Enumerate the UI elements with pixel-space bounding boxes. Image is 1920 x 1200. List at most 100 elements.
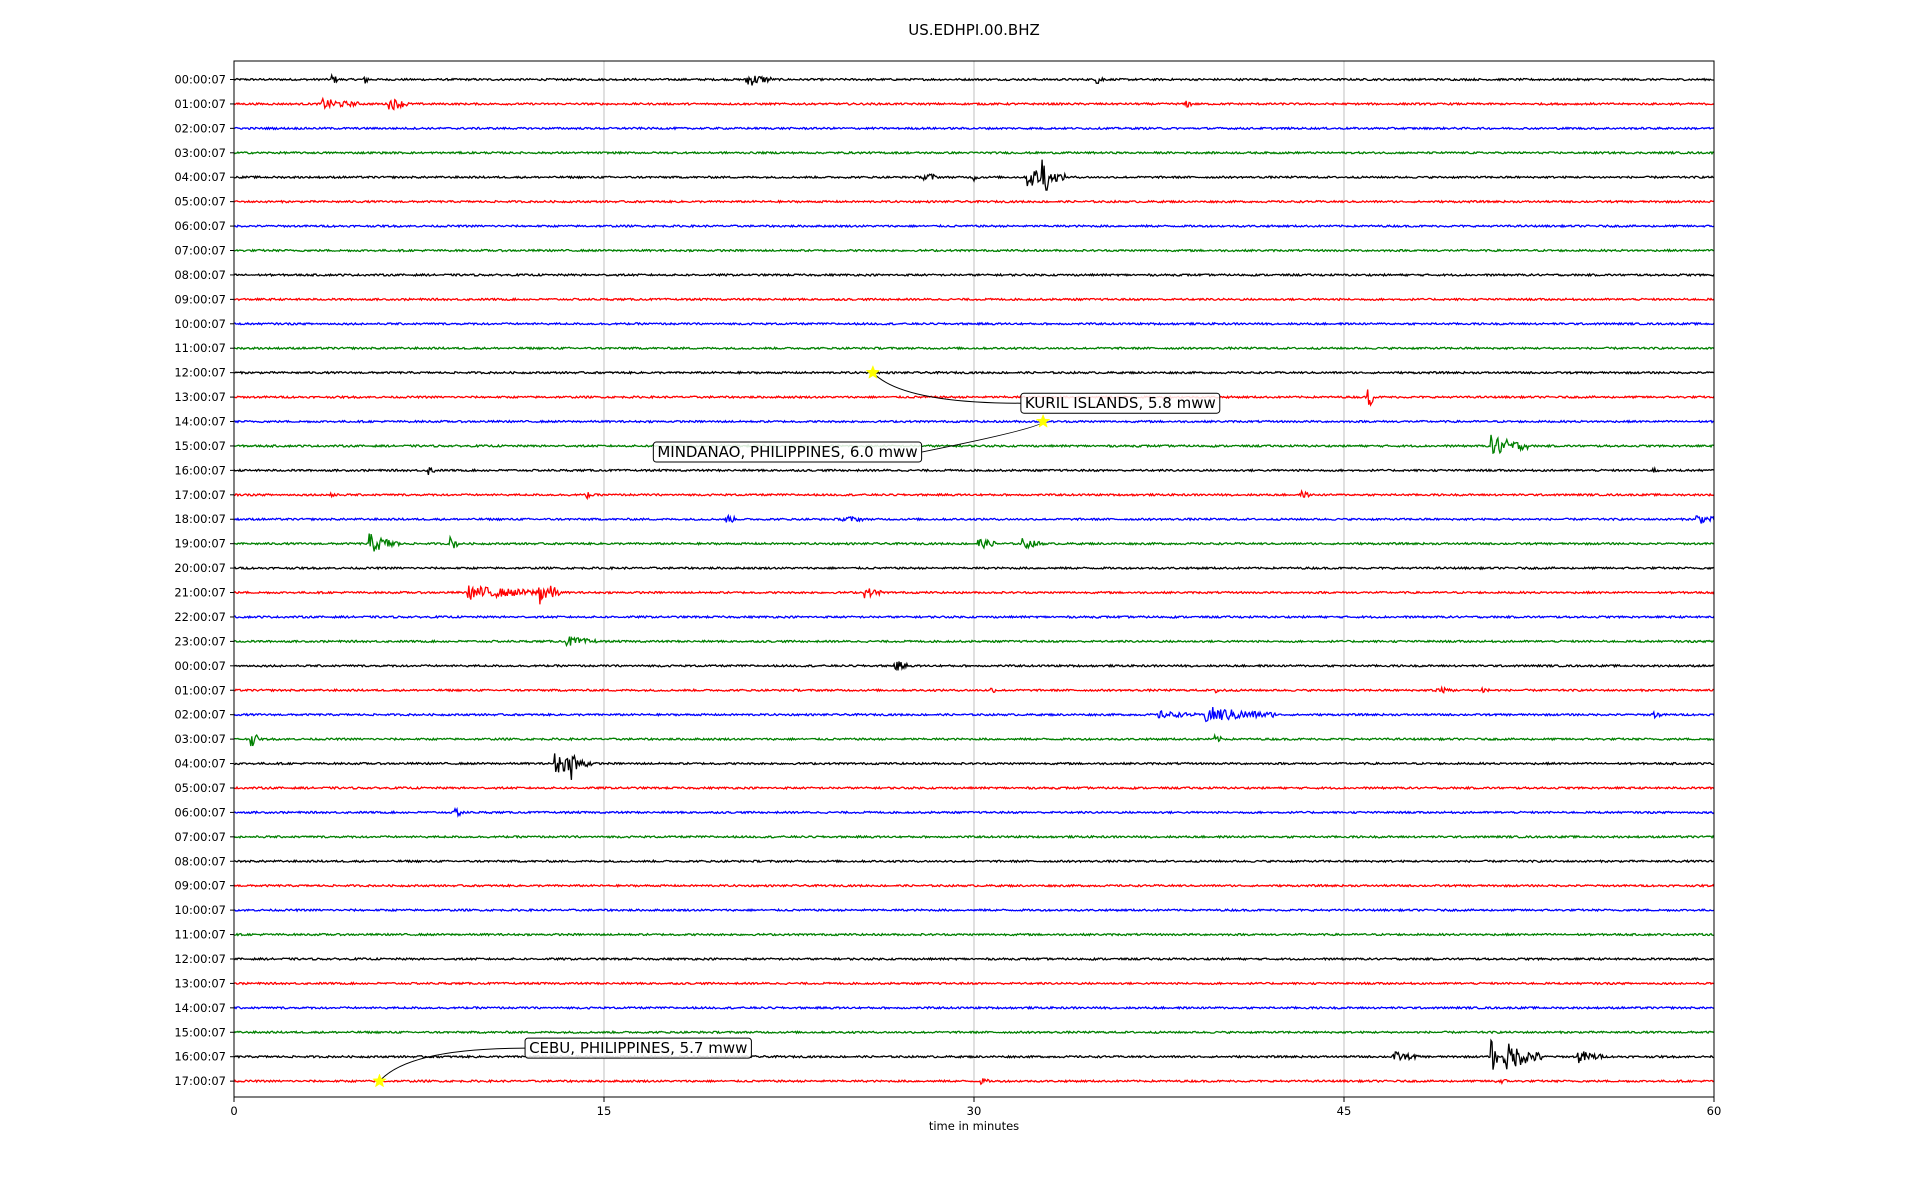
row-label-6: 06:00:07 — [174, 219, 226, 233]
row-label-8: 08:00:07 — [174, 268, 226, 282]
event-label-2: CEBU, PHILIPPINES, 5.7 mww — [529, 1039, 747, 1057]
event-label-0: KURIL ISLANDS, 5.8 mww — [1025, 394, 1216, 412]
row-label-29: 05:00:07 — [174, 781, 226, 795]
row-label-21: 21:00:07 — [174, 586, 226, 600]
trace-row-24 — [233, 661, 1715, 671]
row-label-10: 10:00:07 — [174, 317, 226, 331]
row-label-16: 16:00:07 — [174, 463, 226, 477]
event-star-2 — [372, 1073, 387, 1088]
row-label-39: 15:00:07 — [174, 1025, 226, 1039]
x-tick-label-30: 30 — [967, 1104, 982, 1118]
row-label-40: 16:00:07 — [174, 1050, 226, 1064]
trace-row-22 — [233, 614, 1715, 620]
trace-row-17 — [233, 489, 1715, 501]
chart-title: US.EDHPI.00.BHZ — [908, 21, 1040, 39]
trace-row-27 — [234, 732, 1715, 747]
trace-row-40 — [233, 1038, 1714, 1070]
row-label-15: 15:00:07 — [174, 439, 226, 453]
trace-row-25 — [233, 685, 1715, 694]
trace-row-39 — [233, 1030, 1715, 1035]
event-star-1 — [1035, 413, 1051, 428]
trace-row-36 — [233, 956, 1715, 962]
row-label-24: 00:00:07 — [174, 659, 226, 673]
row-label-0: 00:00:07 — [174, 73, 226, 87]
trace-row-14 — [233, 419, 1715, 424]
trace-row-10 — [233, 321, 1715, 327]
row-label-9: 09:00:07 — [174, 292, 226, 306]
event-annotation-0: KURIL ISLANDS, 5.8 mww — [865, 365, 1221, 414]
trace-row-33 — [233, 883, 1715, 888]
event-label-1: MINDANAO, PHILIPPINES, 6.0 mww — [657, 443, 917, 461]
event-annotations: KURIL ISLANDS, 5.8 mww MINDANAO, PHILIPPI… — [372, 365, 1221, 1088]
event-connector-2 — [379, 1047, 526, 1082]
row-label-12: 12:00:07 — [174, 366, 226, 380]
row-label-19: 19:00:07 — [174, 537, 226, 551]
trace-row-20 — [233, 565, 1715, 571]
trace-row-2 — [233, 126, 1715, 131]
row-label-28: 04:00:07 — [174, 757, 226, 771]
row-label-30: 06:00:07 — [174, 805, 226, 819]
row-label-37: 13:00:07 — [174, 976, 226, 990]
trace-row-13 — [233, 389, 1715, 407]
grid-lines — [603, 61, 1345, 1097]
trace-row-30 — [233, 806, 1715, 818]
event-connector-0 — [872, 372, 1021, 404]
trace-row-9 — [233, 297, 1715, 302]
x-tick-label-0: 0 — [230, 1104, 237, 1118]
trace-row-28 — [233, 753, 1715, 780]
trace-row-35 — [233, 932, 1715, 937]
trace-row-1 — [233, 96, 1715, 111]
x-tick-label-15: 15 — [597, 1104, 612, 1118]
x-tick-label-60: 60 — [1707, 1104, 1722, 1118]
event-connector-1 — [921, 421, 1044, 453]
trace-row-34 — [233, 907, 1715, 913]
event-annotation-1: MINDANAO, PHILIPPINES, 6.0 mww — [652, 413, 1051, 463]
row-label-38: 14:00:07 — [174, 1001, 226, 1015]
event-annotation-2: CEBU, PHILIPPINES, 5.7 mww — [372, 1037, 752, 1088]
x-tick-label-45: 45 — [1337, 1104, 1352, 1118]
trace-row-0 — [233, 72, 1715, 86]
trace-row-38 — [233, 1005, 1715, 1011]
trace-row-26 — [233, 707, 1715, 723]
row-label-36: 12:00:07 — [174, 952, 226, 966]
trace-row-3 — [233, 150, 1715, 156]
x-axis-label: time in minutes — [929, 1119, 1019, 1133]
row-label-27: 03:00:07 — [174, 732, 226, 746]
row-label-3: 03:00:07 — [174, 146, 226, 160]
row-time-labels: 00:00:07 01:00:07 02:00:07 03:00:07 04:00:07… — [174, 73, 234, 1088]
trace-row-21 — [233, 585, 1715, 605]
event-label-box-1 — [652, 441, 923, 463]
row-label-33: 09:00:07 — [174, 879, 226, 893]
event-label-box-2 — [524, 1037, 752, 1059]
row-label-25: 01:00:07 — [174, 683, 226, 697]
row-label-22: 22:00:07 — [174, 610, 226, 624]
trace-row-5 — [233, 199, 1715, 204]
row-label-5: 05:00:07 — [174, 195, 226, 209]
row-label-26: 02:00:07 — [174, 708, 226, 722]
row-label-13: 13:00:07 — [174, 390, 226, 404]
row-label-11: 11:00:07 — [174, 341, 226, 355]
event-star-0 — [865, 365, 881, 379]
trace-row-18 — [233, 513, 1715, 524]
trace-row-29 — [233, 785, 1715, 791]
event-label-box-0 — [1020, 392, 1221, 414]
trace-row-41 — [233, 1078, 1715, 1086]
row-label-1: 01:00:07 — [174, 97, 226, 111]
trace-row-7 — [233, 248, 1715, 253]
trace-row-31 — [233, 834, 1715, 840]
trace-row-16 — [233, 465, 1715, 476]
row-label-17: 17:00:07 — [174, 488, 226, 502]
row-label-32: 08:00:07 — [174, 854, 226, 868]
row-label-7: 07:00:07 — [174, 244, 226, 258]
row-label-20: 20:00:07 — [174, 561, 226, 575]
row-label-31: 07:00:07 — [174, 830, 226, 844]
row-label-2: 02:00:07 — [174, 121, 226, 135]
trace-row-12 — [233, 370, 1715, 375]
trace-row-19 — [233, 533, 1715, 552]
trace-row-23 — [233, 635, 1715, 648]
row-label-35: 11:00:07 — [174, 928, 226, 942]
row-label-4: 04:00:07 — [174, 170, 226, 184]
trace-row-6 — [233, 223, 1715, 229]
row-label-14: 14:00:07 — [174, 415, 226, 429]
